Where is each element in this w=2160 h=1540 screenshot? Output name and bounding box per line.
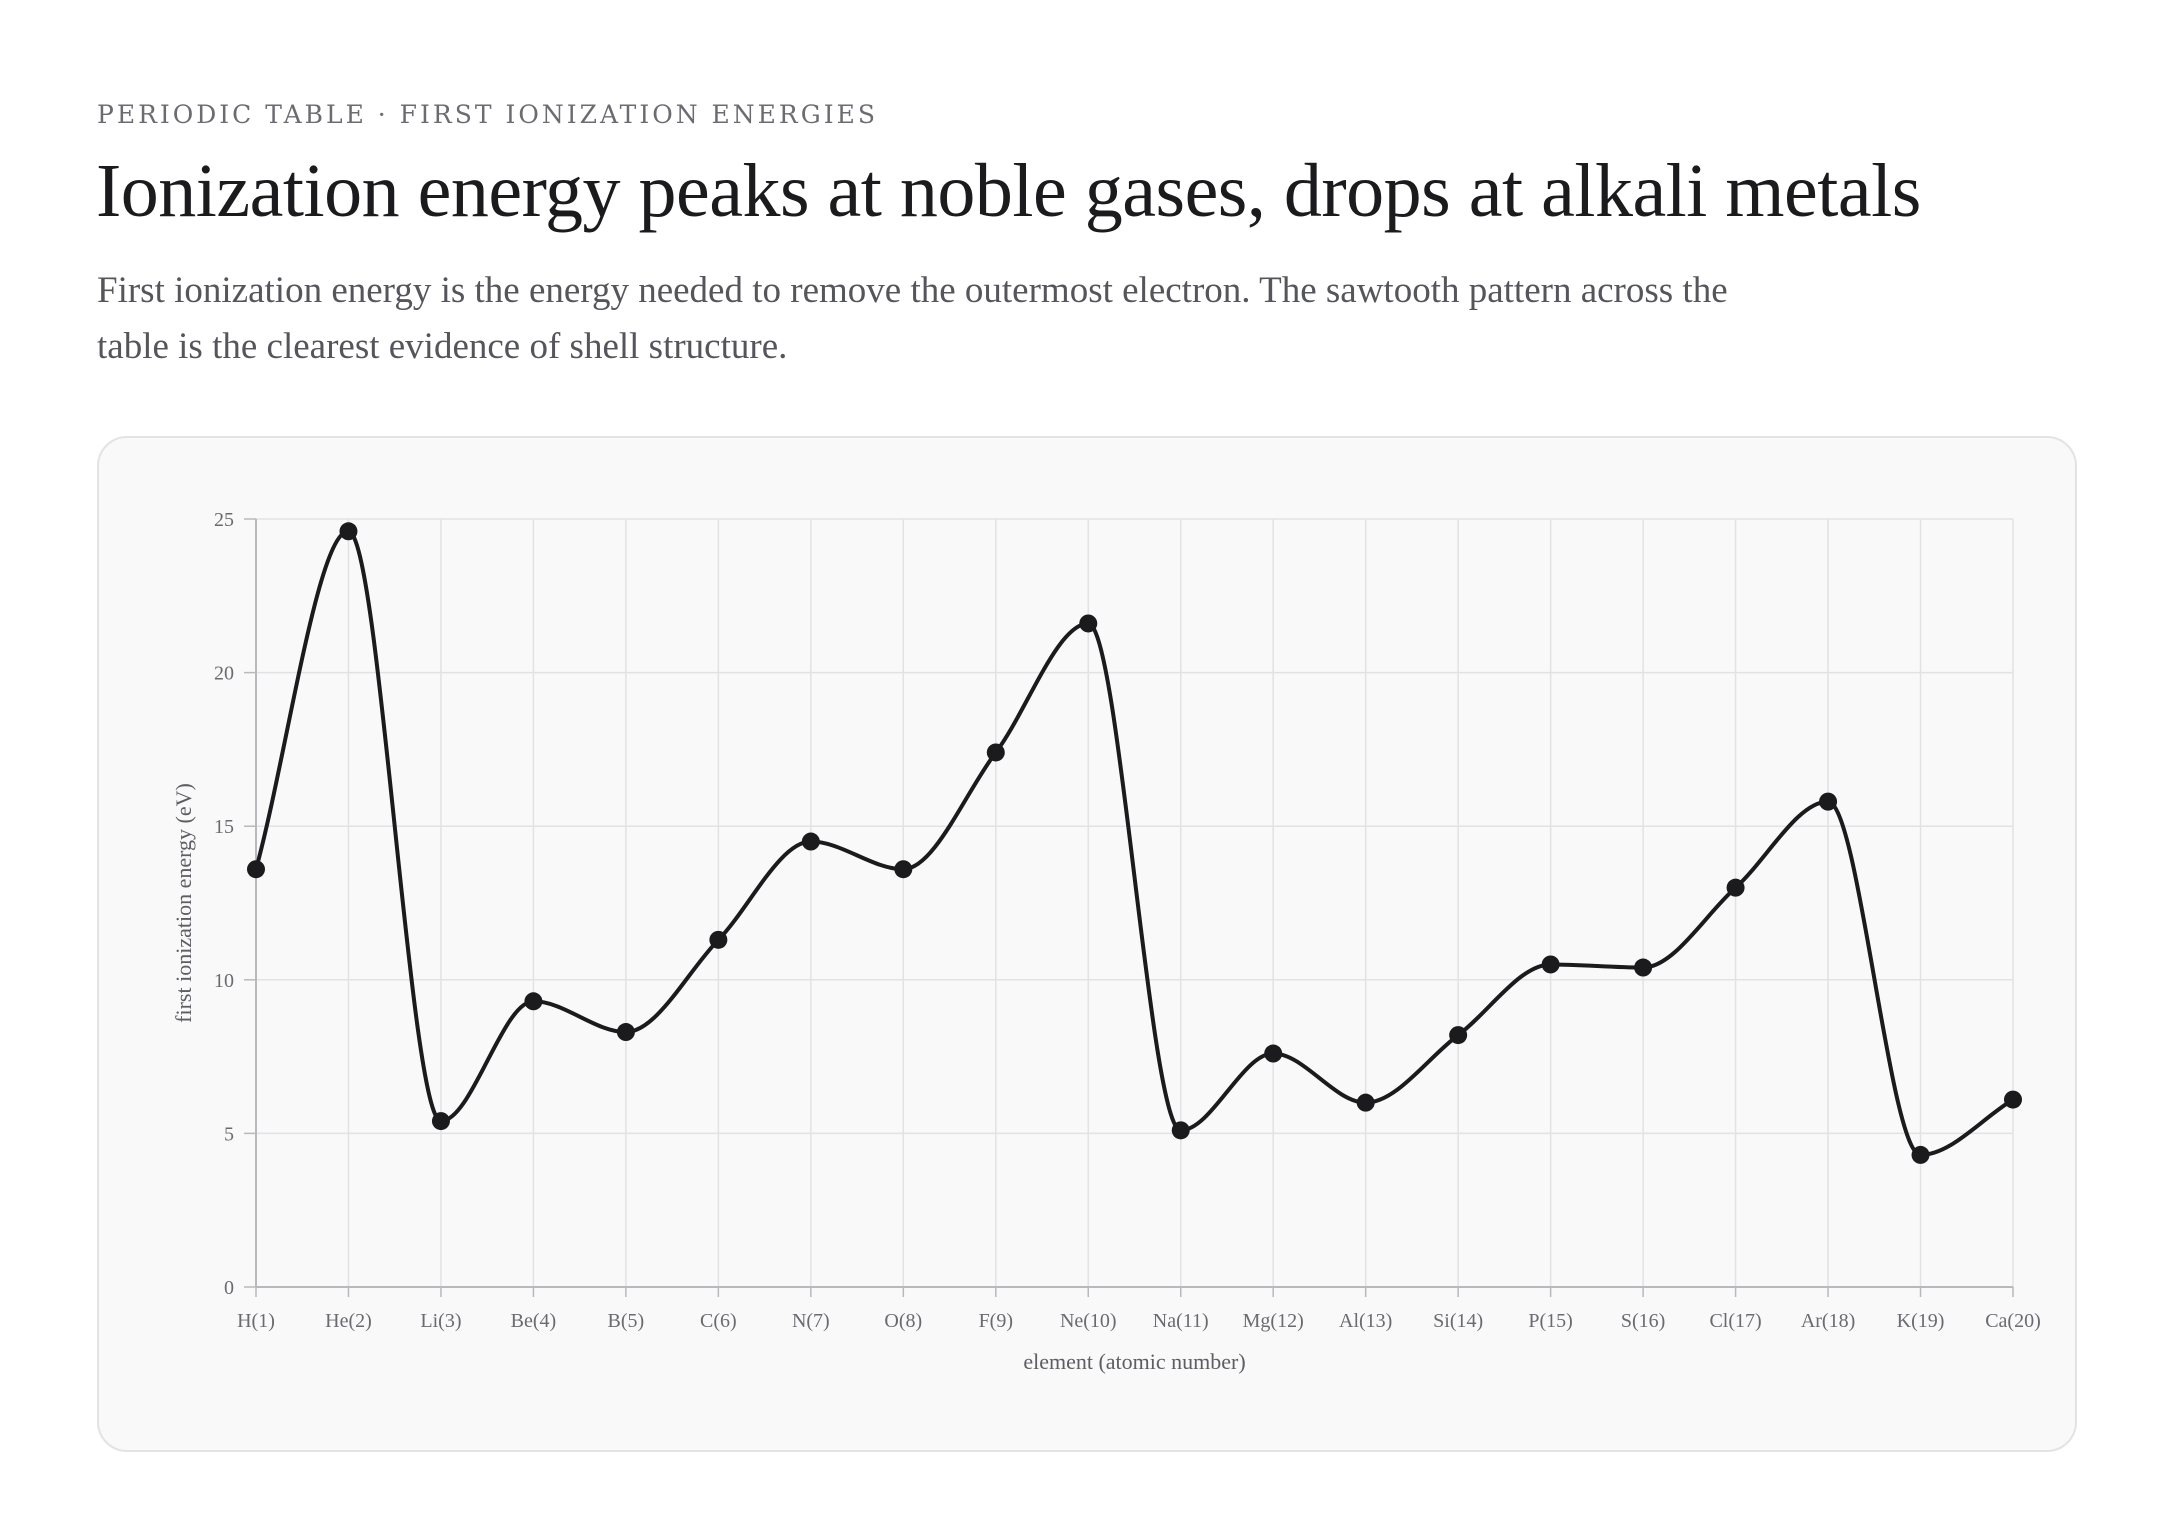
y-tick-labels: 0 5 10 15 20 25 bbox=[214, 509, 234, 1299]
y-tick-label: 25 bbox=[214, 509, 234, 531]
x-tick-label: C(6) bbox=[700, 1310, 737, 1332]
y-axis-title: first ionization energy (eV) bbox=[171, 783, 196, 1023]
x-tick-label: Cl(17) bbox=[1709, 1310, 1761, 1332]
data-point bbox=[431, 1112, 450, 1131]
x-tick-label: P(15) bbox=[1528, 1310, 1572, 1332]
x-tick-label: Ar(18) bbox=[1801, 1310, 1855, 1332]
data-point bbox=[1541, 955, 1560, 974]
x-axis-title: element (atomic number) bbox=[1023, 1349, 1245, 1374]
x-tick-label: Al(13) bbox=[1339, 1310, 1392, 1332]
data-point bbox=[1079, 614, 1098, 633]
data-point bbox=[1634, 958, 1653, 977]
series bbox=[247, 522, 2022, 1164]
y-tick-label: 10 bbox=[214, 970, 234, 992]
data-point bbox=[709, 930, 728, 949]
data-point bbox=[801, 832, 820, 851]
x-tick-labels: H(1) He(2) Li(3) Be(4) B(5) C(6) N(7) O(8) F(9) N… bbox=[237, 1310, 2041, 1332]
data-point bbox=[1726, 878, 1745, 897]
x-tick-label: K(19) bbox=[1897, 1310, 1945, 1332]
y-tick-label: 0 bbox=[224, 1277, 234, 1299]
x-tick-label: Li(3) bbox=[420, 1310, 461, 1332]
data-point bbox=[524, 992, 543, 1011]
eyebrow-label: PERIODIC TABLE · FIRST IONIZATION ENERGI… bbox=[97, 100, 878, 129]
x-tick-label: Na(11) bbox=[1153, 1310, 1209, 1332]
page-title: Ionization energy peaks at noble gases, … bbox=[96, 149, 1921, 233]
x-tick-label: O(8) bbox=[884, 1310, 922, 1332]
data-point bbox=[1911, 1145, 1930, 1164]
data-point bbox=[1264, 1044, 1283, 1063]
series-line bbox=[254, 529, 2015, 1157]
data-point bbox=[894, 860, 913, 879]
x-tick-label: Ca(20) bbox=[1985, 1310, 2041, 1332]
x-tick-label: He(2) bbox=[325, 1310, 372, 1332]
data-point bbox=[986, 743, 1005, 762]
y-tick-label: 20 bbox=[214, 663, 234, 685]
data-point bbox=[2004, 1090, 2022, 1109]
data-point bbox=[247, 860, 265, 879]
y-tick-label: 5 bbox=[224, 1123, 234, 1145]
page-subtitle: First ionization energy is the energy ne… bbox=[97, 270, 1728, 367]
data-point bbox=[1171, 1121, 1190, 1140]
x-tick-label: F(9) bbox=[979, 1310, 1013, 1332]
data-point bbox=[1819, 792, 1838, 811]
data-point bbox=[1449, 1026, 1468, 1045]
x-tick-label: Be(4) bbox=[511, 1310, 557, 1332]
axes bbox=[244, 518, 2014, 1297]
x-tick-label: S(16) bbox=[1621, 1310, 1665, 1332]
x-tick-label: N(7) bbox=[792, 1310, 830, 1332]
chart-card: 0 5 10 15 20 25 H(1) He(2) Li(3) Be(4) B(5) C(6) N(… bbox=[97, 436, 2077, 1452]
data-point bbox=[616, 1023, 635, 1042]
x-tick-label: Si(14) bbox=[1433, 1310, 1483, 1332]
x-tick-label: H(1) bbox=[237, 1310, 275, 1332]
data-point bbox=[1356, 1093, 1375, 1112]
x-tick-label: Ne(10) bbox=[1060, 1310, 1117, 1332]
x-tick-label: B(5) bbox=[608, 1310, 645, 1332]
y-tick-label: 15 bbox=[214, 816, 234, 838]
x-tick-label: Mg(12) bbox=[1243, 1310, 1304, 1332]
grid bbox=[256, 518, 2014, 1287]
ionization-energy-chart: 0 5 10 15 20 25 H(1) He(2) Li(3) Be(4) B(5) C(6) N(… bbox=[171, 509, 2041, 1374]
data-point bbox=[339, 522, 358, 541]
